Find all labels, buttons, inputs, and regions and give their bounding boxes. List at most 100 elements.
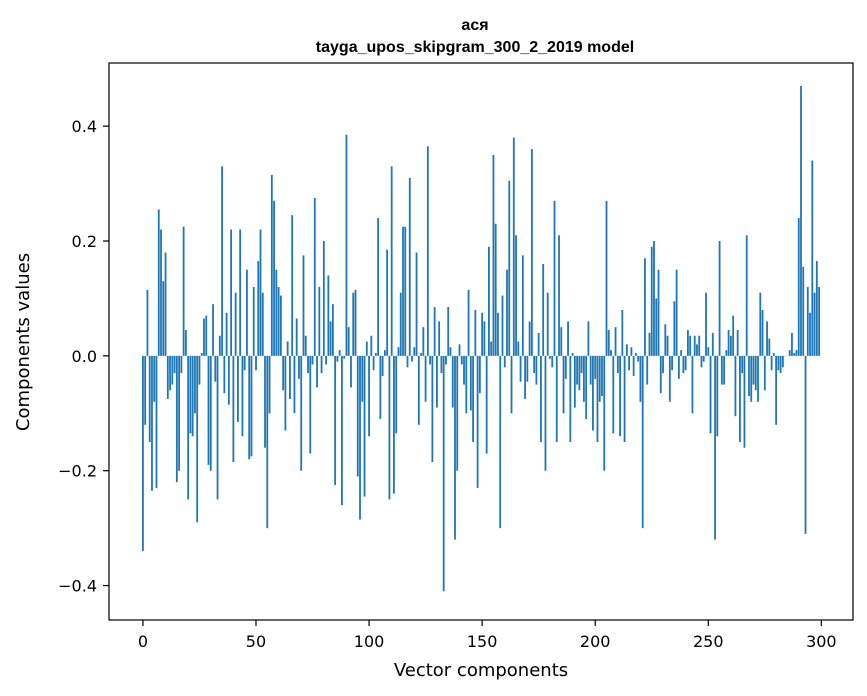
- bar-251: [709, 355, 712, 434]
- bar-49: [252, 286, 255, 356]
- bar-135: [447, 307, 450, 356]
- bar-133: [442, 355, 445, 592]
- bar-182: [553, 200, 556, 356]
- bar-47: [248, 355, 251, 460]
- bar-255: [718, 241, 721, 356]
- bar-250: [707, 347, 710, 356]
- bar-290: [797, 218, 800, 356]
- bar-270: [752, 355, 755, 385]
- y-tick-label-4: 0.4: [72, 117, 97, 136]
- bar-211: [619, 355, 621, 437]
- bar-104: [377, 218, 380, 356]
- bar-145: [469, 355, 472, 411]
- bar-249: [705, 292, 707, 356]
- bar-199: [592, 355, 594, 431]
- bar-266: [743, 355, 746, 448]
- bar-153: [488, 246, 490, 356]
- bar-150: [481, 312, 484, 356]
- y-tick-label-2: 0.0: [72, 347, 97, 366]
- bar-126: [426, 146, 429, 356]
- x-tick-label-3: 150: [467, 632, 498, 651]
- bar-242: [689, 335, 692, 356]
- bar-86: [336, 355, 339, 362]
- bar-3: [148, 355, 151, 442]
- bar-51: [257, 261, 260, 356]
- bar-36: [223, 355, 226, 394]
- bar-148: [476, 355, 479, 488]
- bar-16: [178, 355, 181, 471]
- x-tick-label-1: 50: [246, 632, 266, 651]
- bar-31: [212, 304, 214, 356]
- bar-72: [304, 335, 307, 356]
- plot-frame: [108, 62, 854, 621]
- bar-44: [241, 355, 244, 437]
- bar-142: [463, 355, 465, 385]
- bar-60: [277, 286, 280, 356]
- bar-70: [300, 355, 303, 471]
- bar-276: [766, 321, 768, 356]
- bar-102: [372, 355, 375, 371]
- bar-45: [243, 355, 246, 371]
- bar-159: [501, 295, 504, 356]
- bar-261: [732, 315, 735, 356]
- bar-34: [218, 335, 221, 356]
- x-tick-label-6: 300: [806, 632, 837, 651]
- bar-208: [612, 355, 615, 434]
- bar-41: [234, 292, 237, 356]
- chart-title-line2: tayga_upos_skipgram_300_2_2019 model: [316, 39, 634, 56]
- bar-247: [700, 355, 703, 368]
- bar-166: [517, 341, 520, 356]
- bar-168: [521, 255, 524, 356]
- x-tick-label-5: 250: [693, 632, 724, 651]
- bar-238: [680, 350, 683, 356]
- bar-296: [811, 160, 814, 356]
- bar-23: [194, 355, 196, 414]
- bar-213: [623, 355, 626, 442]
- bar-29: [207, 355, 210, 465]
- bar-146: [472, 355, 474, 442]
- bar-206: [607, 330, 610, 356]
- bar-18: [182, 226, 185, 356]
- bar-14: [173, 355, 176, 374]
- bar-128: [431, 355, 434, 463]
- bar-71: [302, 255, 305, 356]
- bar-2: [146, 289, 149, 356]
- bar-231: [664, 324, 667, 356]
- bar-13: [171, 355, 174, 385]
- bar-5: [153, 355, 156, 402]
- y-axis-label: Components values: [13, 253, 34, 431]
- bar-288: [793, 352, 796, 356]
- bar-68: [295, 318, 298, 356]
- bar-119: [411, 355, 413, 362]
- bar-254: [716, 355, 719, 437]
- bar-221: [641, 355, 644, 529]
- bar-188: [567, 321, 569, 356]
- bar-105: [379, 355, 382, 420]
- bar-62: [282, 355, 285, 391]
- bar-286: [788, 350, 791, 356]
- bar-205: [605, 200, 608, 356]
- y-tick-label-3: 0.2: [72, 232, 97, 251]
- bar-173: [533, 355, 536, 374]
- bar-55: [266, 355, 269, 529]
- bar-99: [365, 341, 368, 356]
- bar-136: [449, 347, 452, 356]
- bar-58: [273, 200, 275, 356]
- bar-291: [800, 85, 802, 356]
- bar-228: [657, 269, 660, 356]
- bar-35: [221, 166, 223, 356]
- bar-73: [307, 355, 309, 374]
- bar-292: [802, 266, 805, 356]
- bar-157: [497, 312, 499, 356]
- bar-248: [702, 355, 705, 362]
- bar-222: [644, 258, 646, 356]
- y-tick-label-0: −0.4: [58, 577, 97, 596]
- bar-37: [225, 312, 228, 356]
- bar-277: [768, 338, 771, 356]
- bar-100: [368, 355, 370, 437]
- bar-186: [562, 355, 565, 414]
- bar-106: [381, 355, 384, 376]
- bar-66: [291, 215, 294, 356]
